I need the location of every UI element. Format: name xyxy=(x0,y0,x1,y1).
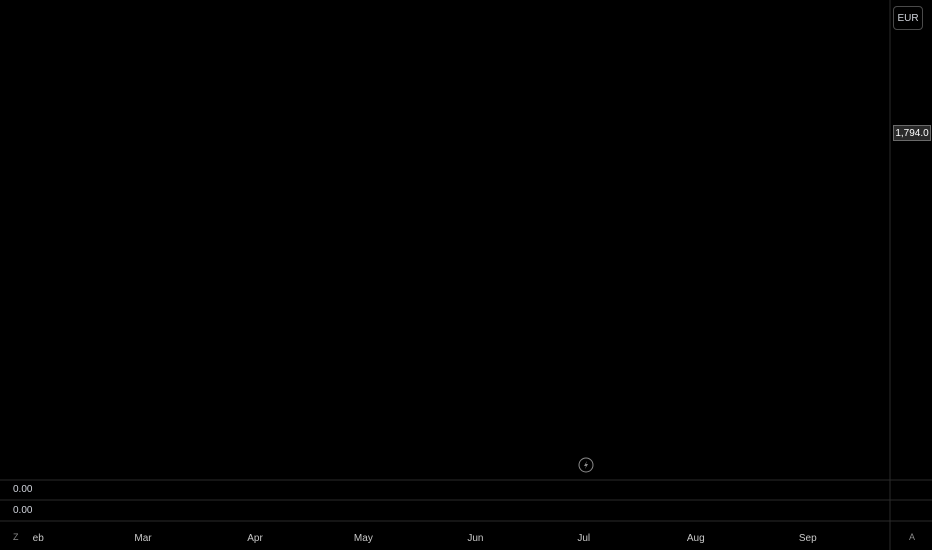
indicator-2-value: 0.00 xyxy=(13,505,33,516)
date-tick-label: Apr xyxy=(247,533,263,544)
date-tick-label: Jul xyxy=(577,533,590,544)
misc-marks xyxy=(578,457,594,473)
auto-scale-button[interactable]: A xyxy=(909,532,916,542)
date-tick-label: Aug xyxy=(687,533,705,544)
lightning-icon xyxy=(578,457,594,473)
date-tick-label: Mar xyxy=(134,533,152,544)
currency-selector[interactable]: EUR xyxy=(893,6,923,30)
date-tick-label: eb xyxy=(33,533,45,544)
last-price-tag: 1,794.0 xyxy=(893,125,931,141)
date-tick-label: Jun xyxy=(467,533,483,544)
timezone-toggle-icon[interactable]: Z xyxy=(13,532,19,542)
last-price-label: 1,794.0 xyxy=(895,127,929,139)
indicator-1-value: 0.00 xyxy=(13,484,33,495)
date-tick-label: May xyxy=(354,533,373,544)
date-axis[interactable]: eb Mar Apr May Jun Jul Aug Sep xyxy=(33,533,817,544)
lightning-glyph xyxy=(584,461,588,469)
date-tick-label: Sep xyxy=(799,533,817,544)
currency-label: EUR xyxy=(897,12,919,24)
lightning-circle xyxy=(578,457,594,473)
